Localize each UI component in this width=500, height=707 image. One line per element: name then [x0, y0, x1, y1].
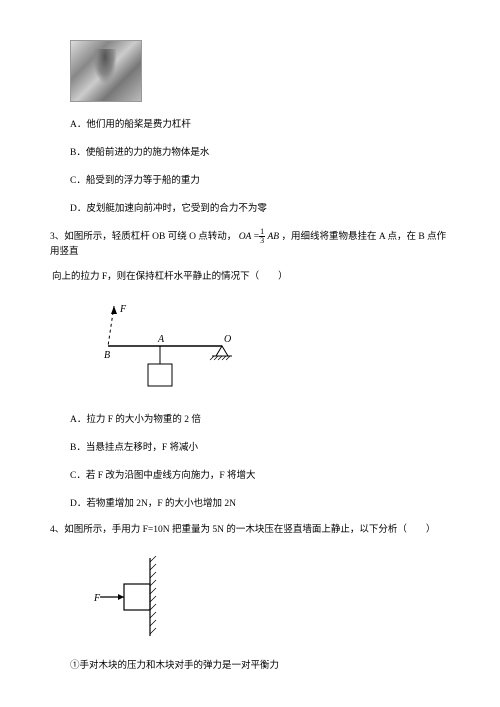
q3-figure: F B A O [90, 302, 240, 394]
q3-option-d: D．若物重增加 2N，F 的大小也增加 2N [70, 495, 450, 509]
q3-option-b: B．当悬挂点左移时，F 将减小 [70, 439, 450, 453]
q2-option-a: A．他们用的船桨是费力杠杆 [70, 116, 450, 130]
q3-stem-pre: 3、如图所示，轻质杠杆 OB 可绕 O 点转动， [50, 232, 236, 242]
q4-stem: 4、如图所示，手用力 F=10N 把重量为 5N 的一木块压在竖直墙面上静止，以… [50, 523, 450, 538]
q3-weight [148, 364, 172, 386]
q3-label-o: O [224, 334, 231, 345]
q2-option-d: D．皮划艇加速向前冲时，它受到的合力不为零 [70, 200, 450, 214]
q4-label-f: F [93, 593, 101, 604]
q3-arrowhead [111, 306, 117, 314]
q3-oa: OA [239, 232, 252, 242]
q3-frac-den: 3 [259, 237, 265, 245]
rower-illustration [70, 40, 142, 102]
q3-option-a: A．拉力 F 的大小为物重的 2 倍 [70, 411, 450, 425]
q4-figure: F [90, 554, 180, 640]
q3-stem-line2: 向上的拉力 F，则在保持杠杆水平静止的情况下（ ） [50, 270, 450, 285]
q2-option-c: C．船受到的浮力等于船的重力 [70, 172, 450, 186]
q3-pivot [216, 346, 228, 356]
q2-option-b: B．使船前进的力的施力物体是水 [70, 144, 450, 158]
q3-label-f: F [119, 304, 127, 315]
q4-block [124, 584, 150, 610]
q3-stem: 3、如图所示，轻质杠杆 OB 可绕 O 点转动， OA =13 AB ，用细线将… [50, 228, 450, 260]
q3-label-a: A [157, 334, 165, 345]
q4-arrowhead [118, 594, 124, 600]
q3-option-c: C．若 F 改为沿图中虚线方向施力，F 将增大 [70, 467, 450, 481]
q4-item-1: ①手对木块的压力和木块对手的弹力是一对平衡力 [70, 657, 450, 671]
q3-fraction: 13 [259, 228, 265, 245]
q3-ab: AB [267, 232, 279, 242]
q4-wall-hatch [150, 556, 156, 634]
q3-label-b: B [104, 350, 110, 361]
